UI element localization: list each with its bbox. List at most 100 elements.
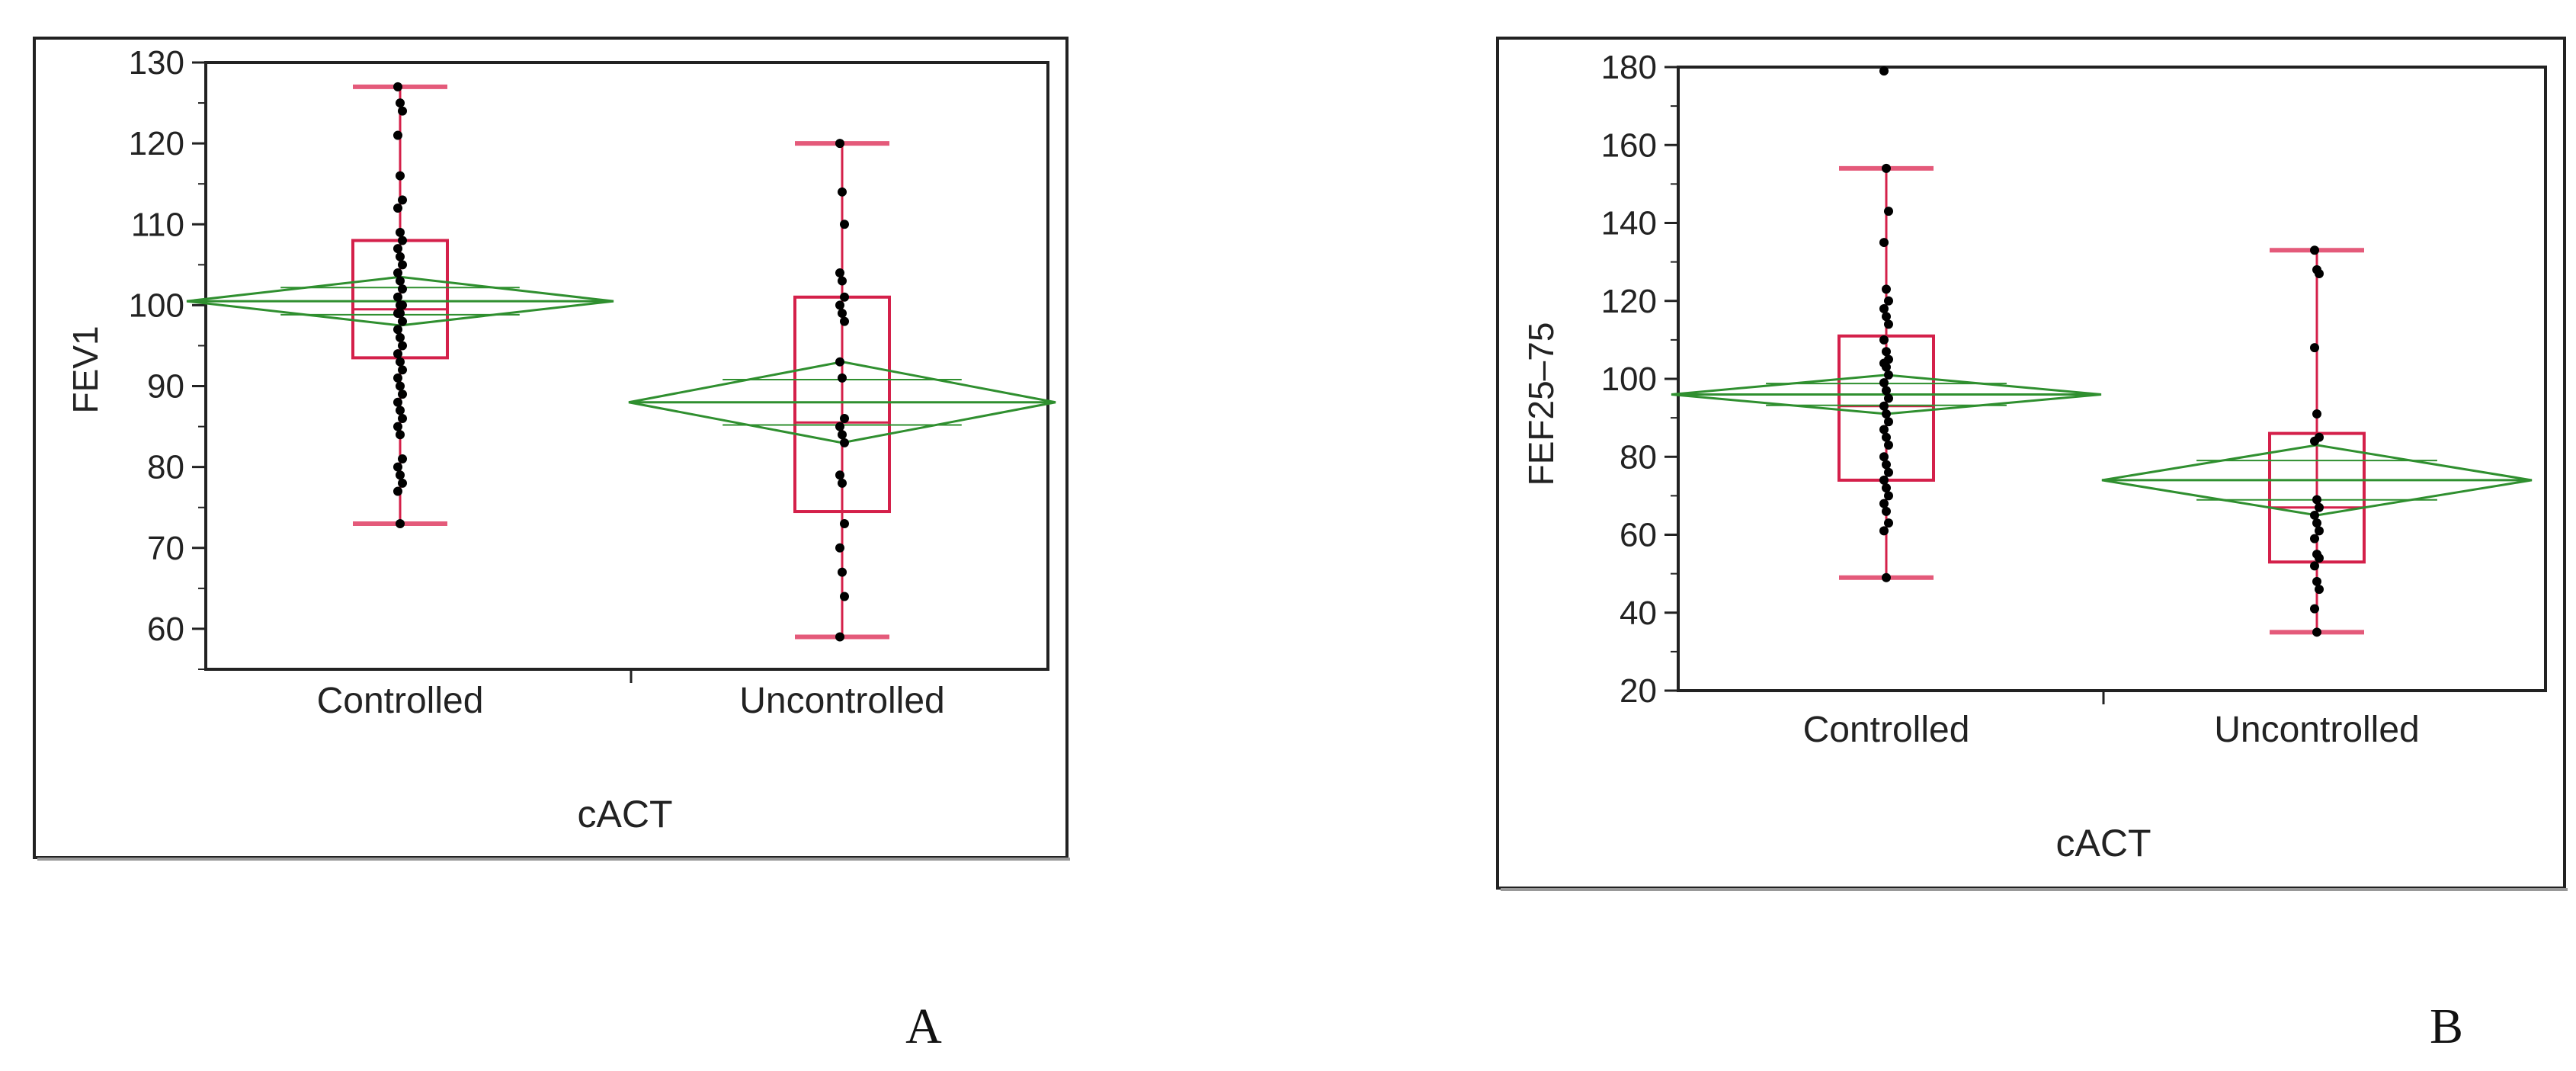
- panel-a-data-point: [838, 478, 847, 488]
- panel-b-category-label: Controlled: [1803, 710, 1970, 750]
- panel-b-data-point: [1884, 207, 1893, 216]
- panel-b-data-point: [2315, 526, 2324, 536]
- panel-a-frame-shadow: [37, 858, 1070, 861]
- panel-a-data-point: [838, 567, 847, 577]
- panel-b-data-point: [2315, 502, 2324, 512]
- panel-a-data-point: [840, 592, 849, 601]
- panel-b-data-point: [1884, 417, 1893, 427]
- panel-a-data-point: [393, 268, 402, 277]
- panel-a-data-point: [840, 518, 849, 528]
- panel-b-data-point: [2310, 510, 2319, 520]
- panel-a-category-label: Uncontrolled: [739, 681, 944, 721]
- panel-b-label: B: [2430, 999, 2463, 1054]
- panel-a-data-point: [398, 300, 407, 310]
- panel-b-data-point: [1879, 475, 1889, 485]
- panel-a-data-point: [396, 381, 405, 391]
- panel-a-data-point: [398, 195, 407, 205]
- panel-a-ytick-label: 90: [147, 368, 184, 406]
- panel-a-frame: [33, 37, 1069, 859]
- panel-a-data-point: [398, 390, 407, 399]
- panel-a-data-point: [393, 349, 402, 359]
- panel-a-data-point: [398, 260, 407, 270]
- panel-b-data-point: [1879, 526, 1889, 536]
- panel-b-data-point: [1882, 163, 1891, 173]
- panel-b-data-point: [1879, 401, 1889, 411]
- panel-b-data-point: [1879, 66, 1889, 76]
- panel-b-data-point: [1879, 452, 1889, 462]
- panel-a-data-point: [840, 413, 849, 423]
- panel-a-data-point: [838, 309, 847, 319]
- panel-a-data-point: [393, 462, 402, 472]
- panel-a-xlabel: cACT: [578, 793, 673, 835]
- panel-b-data-point: [2312, 627, 2321, 637]
- panel-a-data-point: [396, 357, 405, 367]
- panel-a-data-point: [396, 430, 405, 440]
- panel-a-data-point: [396, 98, 405, 108]
- panel-a-data-point: [396, 276, 405, 286]
- panel-a-data-point: [396, 332, 405, 342]
- panel-a-data-point: [398, 106, 407, 116]
- panel-b-data-point: [2315, 585, 2324, 595]
- panel-a-data-point: [398, 316, 407, 326]
- panel-a: 60 70 80 90 100 110 120 130 Controlled Uncontroll…: [33, 37, 1070, 1054]
- panel-b-data-point: [1884, 491, 1893, 501]
- panel-b-data-point: [1882, 506, 1891, 516]
- panel-a-data-point: [835, 632, 844, 642]
- panel-a-data-point: [840, 438, 849, 447]
- panel-b-ytick-label: 100: [1601, 361, 1657, 398]
- panel-a-data-point: [838, 373, 847, 383]
- panel-a-data-point: [396, 309, 405, 319]
- panel-a-data-point: [398, 284, 407, 294]
- panel-b-data-point: [1882, 483, 1891, 493]
- panel-a-data-point: [393, 82, 402, 91]
- panel-a-ytick-label: 70: [147, 530, 184, 567]
- panel-b-ytick-label: 40: [1620, 595, 1657, 632]
- panel-a-data-point: [393, 486, 402, 496]
- panel-a-data-point: [838, 276, 847, 286]
- panel-b-ytick-label: 120: [1601, 283, 1657, 320]
- panel-b: 20 40 60 80 100 120 140 160 180 Controlled Uncontr…: [1496, 37, 2568, 1054]
- panel-b-frame: [1496, 37, 2566, 890]
- panel-a-ytick-label: 110: [131, 206, 184, 243]
- panel-b-ytick-label: 60: [1620, 517, 1657, 554]
- panel-b-data-point: [1879, 499, 1889, 508]
- panel-a-data-point: [835, 268, 844, 277]
- panel-a-data-point: [396, 518, 405, 528]
- panel-b-data-point: [1882, 432, 1891, 442]
- panel-b-data-point: [1882, 347, 1891, 357]
- panel-a-data-point: [835, 543, 844, 553]
- panel-a-data-point: [393, 292, 402, 302]
- panel-b-ylabel: FEF25–75: [1521, 322, 1561, 486]
- panel-b-plot-area: [1677, 66, 2547, 692]
- panel-b-data-point: [1882, 460, 1891, 470]
- panel-a-data-point: [396, 470, 405, 480]
- panel-b-ytick-label: 140: [1601, 205, 1657, 242]
- panel-b-data-point: [2310, 245, 2319, 255]
- panel-b-chart-marks: 20 40 60 80 100 120 140 160 180 Controlled Uncontr…: [1601, 49, 2533, 750]
- panel-b-data-point: [1882, 409, 1891, 419]
- panel-b-category-label: Uncontrolled: [2214, 710, 2419, 750]
- panel-b-data-point: [1882, 362, 1891, 372]
- panel-a-data-point: [393, 397, 402, 407]
- panel-b-ytick-label: 180: [1601, 49, 1657, 86]
- panel-a-data-point: [835, 470, 844, 480]
- panel-b-data-point: [1882, 284, 1891, 294]
- panel-a-ylabel: FEV1: [66, 325, 105, 413]
- panel-b-data-point: [2310, 604, 2319, 614]
- panel-a-data-point: [396, 227, 405, 237]
- panel-a-data-point: [393, 373, 402, 383]
- panel-b-data-point: [2310, 534, 2319, 544]
- panel-a-ytick-label: 100: [129, 287, 184, 324]
- panel-a-data-point: [398, 341, 407, 351]
- panel-a-label: A: [905, 999, 942, 1054]
- panel-a-ytick-label: 80: [147, 449, 184, 486]
- panel-a-data-point: [393, 204, 402, 213]
- panel-a-ytick-label: 130: [129, 44, 184, 82]
- panel-b-frame-shadow: [1501, 888, 2568, 891]
- panel-b-data-point: [1882, 386, 1891, 396]
- panel-b-data-point: [1879, 378, 1889, 388]
- panel-a-data-point: [396, 171, 405, 181]
- panel-b-data-point: [2310, 561, 2319, 571]
- panel-b-data-point: [2310, 436, 2319, 446]
- panel-b-data-point: [1879, 425, 1889, 434]
